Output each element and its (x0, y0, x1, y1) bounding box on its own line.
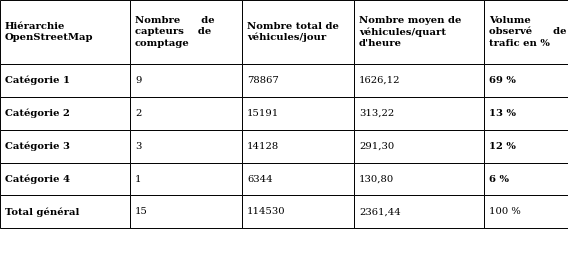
Bar (242, 195, 354, 228)
Bar (130, 64, 242, 97)
Text: 15191: 15191 (247, 109, 279, 118)
Bar (0, 64, 130, 97)
Text: Catégorie 3: Catégorie 3 (5, 141, 70, 151)
Bar (0, 195, 130, 228)
Text: Catégorie 1: Catégorie 1 (5, 76, 70, 85)
Text: 100 %: 100 % (489, 207, 521, 216)
Bar (130, 195, 242, 228)
Bar (484, 0, 568, 64)
Bar (484, 163, 568, 195)
Text: 130,80: 130,80 (359, 175, 394, 183)
Bar (130, 0, 242, 64)
Text: 291,30: 291,30 (359, 142, 394, 151)
Text: Hiérarchie
OpenStreetMap: Hiérarchie OpenStreetMap (5, 22, 94, 42)
Text: Catégorie 2: Catégorie 2 (5, 109, 70, 118)
Bar (484, 130, 568, 163)
Bar (0, 130, 130, 163)
Text: 1: 1 (135, 175, 141, 183)
Text: Catégorie 4: Catégorie 4 (5, 174, 70, 184)
Text: 69 %: 69 % (489, 76, 516, 85)
Text: Nombre total de
véhicules/jour: Nombre total de véhicules/jour (247, 22, 339, 42)
Bar (354, 0, 484, 64)
Text: 3: 3 (135, 142, 141, 151)
Bar (130, 97, 242, 130)
Text: 6 %: 6 % (489, 175, 509, 183)
Text: 78867: 78867 (247, 76, 279, 85)
Bar (242, 97, 354, 130)
Bar (130, 130, 242, 163)
Bar (484, 195, 568, 228)
Bar (242, 130, 354, 163)
Text: 114530: 114530 (247, 207, 286, 216)
Text: 13 %: 13 % (489, 109, 516, 118)
Text: 14128: 14128 (247, 142, 279, 151)
Bar (242, 0, 354, 64)
Text: 6344: 6344 (247, 175, 273, 183)
Text: Nombre      de
capteurs    de
comptage: Nombre de capteurs de comptage (135, 16, 215, 48)
Text: 2: 2 (135, 109, 141, 118)
Bar (130, 163, 242, 195)
Bar (484, 97, 568, 130)
Bar (0, 97, 130, 130)
Bar (354, 97, 484, 130)
Bar (0, 163, 130, 195)
Text: 15: 15 (135, 207, 148, 216)
Text: 1626,12: 1626,12 (359, 76, 400, 85)
Text: Total général: Total général (5, 207, 80, 217)
Text: 313,22: 313,22 (359, 109, 394, 118)
Bar (354, 163, 484, 195)
Bar (354, 195, 484, 228)
Text: 2361,44: 2361,44 (359, 207, 401, 216)
Bar (0, 0, 130, 64)
Bar (242, 163, 354, 195)
Text: Nombre moyen de
véhicules/quart
d'heure: Nombre moyen de véhicules/quart d'heure (359, 16, 461, 48)
Bar (242, 64, 354, 97)
Text: Volume
observé      de
trafic en %: Volume observé de trafic en % (489, 16, 566, 48)
Bar (354, 64, 484, 97)
Text: 12 %: 12 % (489, 142, 516, 151)
Bar (354, 130, 484, 163)
Text: 9: 9 (135, 76, 141, 85)
Bar (484, 64, 568, 97)
